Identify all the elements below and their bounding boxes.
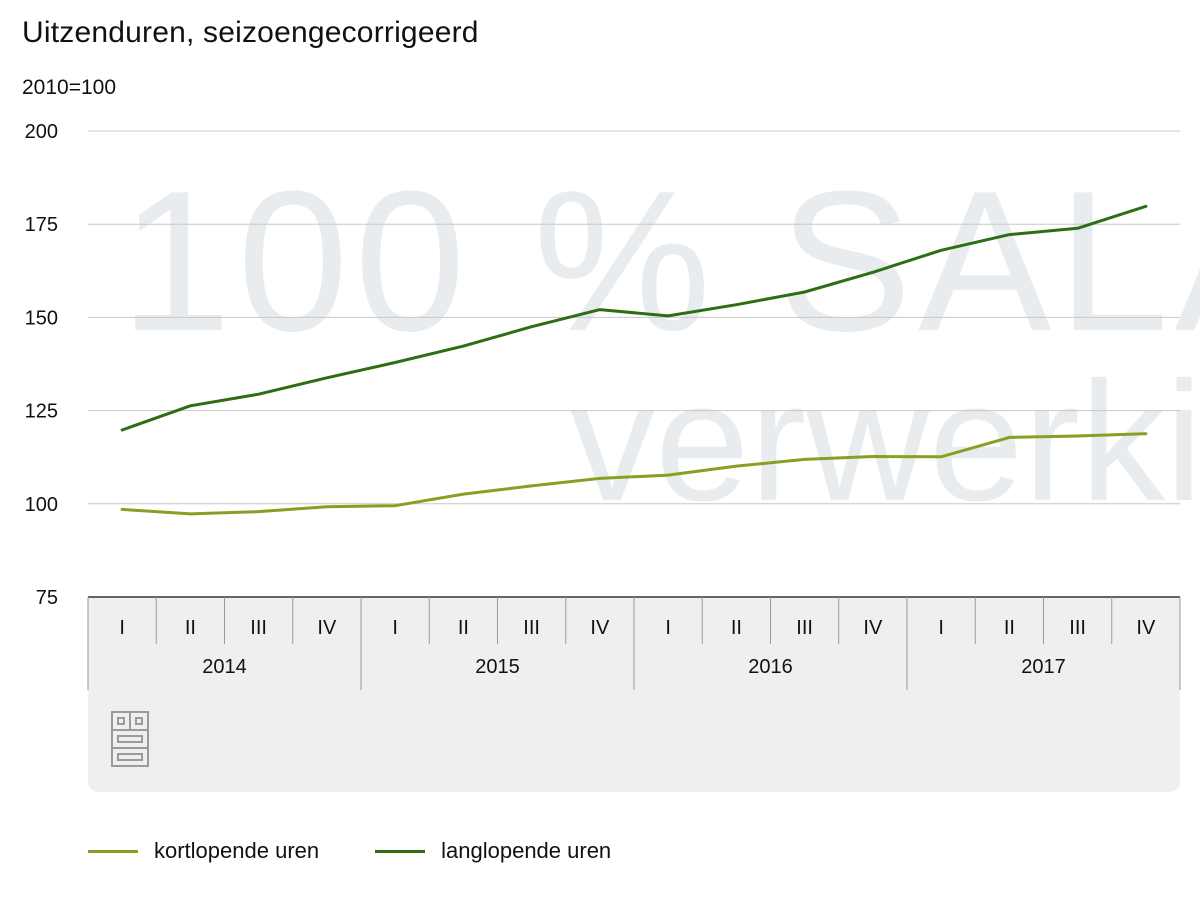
- chart-title: Uitzenduren, seizoengecorrigeerd: [22, 16, 479, 49]
- x-tick-label-quarter-15: IV: [1136, 617, 1156, 639]
- x-year-label-2014: 2014: [202, 656, 247, 678]
- x-tick-label-quarter-3: IV: [317, 617, 337, 639]
- x-tick-label-quarter-2: III: [250, 617, 267, 639]
- y-tick-label-75: 75: [36, 587, 58, 609]
- y-tick-label-150: 150: [25, 307, 58, 329]
- x-tick-label-quarter-11: IV: [863, 617, 883, 639]
- y-tick-label-125: 125: [25, 401, 58, 423]
- series-line-langlopende: [120, 204, 1148, 432]
- x-tick-label-quarter-10: III: [796, 617, 813, 639]
- x-tick-label-quarter-12: I: [938, 617, 944, 639]
- series-line-kortlopende: [120, 432, 1148, 516]
- x-year-label-2016: 2016: [748, 656, 793, 678]
- watermark-line-2: verwerking: [570, 347, 1200, 537]
- legend-label-kortlopende: kortlopende uren: [154, 838, 320, 863]
- y-axis-unit-label: 2010=100: [22, 76, 117, 99]
- x-tick-label-quarter-8: I: [665, 617, 671, 639]
- y-tick-label-100: 100: [25, 494, 58, 516]
- legend-label-langlopende: langlopende uren: [441, 838, 612, 863]
- y-axis: 75 100 125 150 175 200: [25, 121, 58, 609]
- x-tick-label-quarter-6: III: [523, 617, 540, 639]
- legend-item-langlopende: langlopende uren: [375, 838, 611, 864]
- x-tick-label-quarter-7: IV: [590, 617, 610, 639]
- grid-lines: [88, 130, 1180, 505]
- x-year-label-2017: 2017: [1021, 656, 1066, 678]
- legend-item-kortlopende: kortlopende uren: [88, 838, 319, 864]
- legend: kortlopende uren langlopende uren: [88, 838, 611, 864]
- x-tick-label-quarter-13: II: [1004, 617, 1015, 639]
- watermark: 100 % SALARIS verwerking: [120, 150, 1200, 537]
- x-tick-label-quarter-9: II: [731, 617, 742, 639]
- x-year-label-2015: 2015: [475, 656, 520, 678]
- watermark-line-1: 100 % SALARIS: [120, 150, 1200, 373]
- y-tick-label-175: 175: [25, 214, 58, 236]
- cbs-logo-icon: [111, 711, 149, 767]
- y-tick-label-200: 200: [25, 121, 58, 143]
- x-tick-label-quarter-14: III: [1069, 617, 1086, 639]
- x-tick-label-quarter-5: II: [458, 617, 469, 639]
- x-tick-label-quarter-4: I: [392, 617, 398, 639]
- series-lines: [120, 204, 1148, 516]
- legend-swatch-langlopende: [375, 849, 426, 853]
- legend-swatch-kortlopende: [88, 849, 138, 853]
- x-tick-label-quarter-0: I: [119, 617, 125, 639]
- x-tick-label-quarter-1: II: [185, 617, 196, 639]
